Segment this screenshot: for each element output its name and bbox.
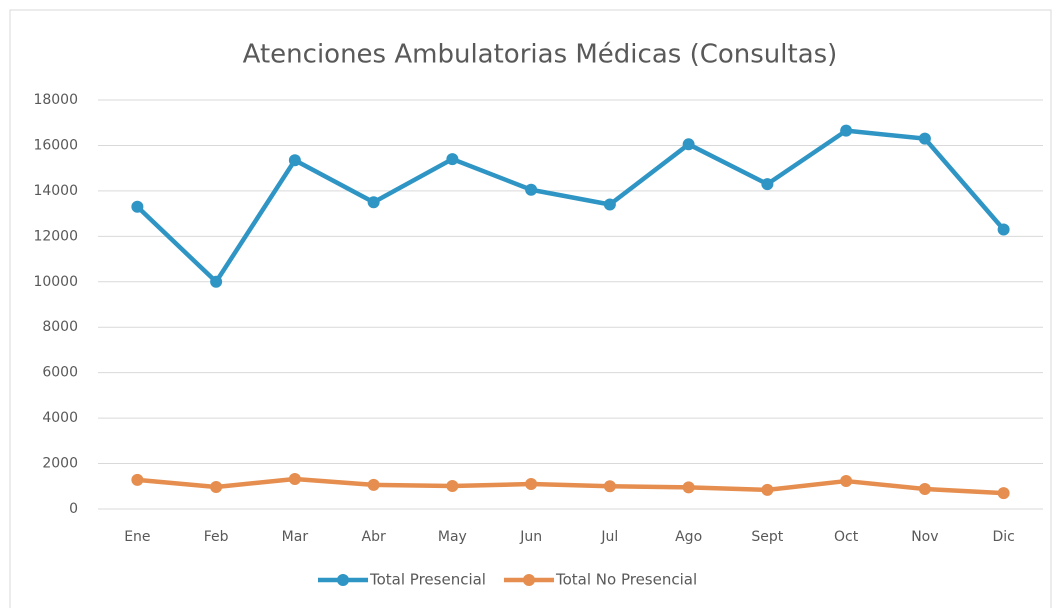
data-point (997, 223, 1010, 236)
data-point (682, 481, 695, 494)
data-point (367, 196, 380, 209)
legend-marker (337, 574, 349, 586)
x-tick-label: Oct (834, 529, 859, 545)
data-point (367, 478, 380, 491)
y-tick-label: 10000 (33, 274, 78, 290)
data-point (288, 473, 301, 486)
series-line (135, 128, 1006, 285)
data-point (918, 483, 931, 496)
chart-frame (9, 9, 1052, 608)
data-point (525, 478, 538, 491)
data-point (761, 483, 774, 496)
data-point (288, 154, 301, 167)
legend-label: Total No Presencial (555, 571, 697, 589)
data-point (210, 480, 223, 493)
legend-marker (522, 574, 535, 586)
data-point (603, 480, 616, 493)
y-tick-label: 8000 (42, 319, 78, 335)
data-point (761, 178, 774, 191)
data-point (997, 487, 1010, 500)
x-tick-label: Abr (362, 529, 386, 545)
data-point (446, 480, 459, 493)
data-point (682, 138, 695, 151)
data-point (446, 153, 459, 166)
x-tick-label: Ago (675, 529, 702, 545)
y-tick-label: 2000 (42, 456, 78, 472)
y-tick-label: 4000 (42, 410, 78, 426)
y-tick-label: 0 (69, 501, 78, 517)
y-tick-label: 16000 (33, 137, 78, 153)
series-line (137, 476, 1004, 496)
x-tick-label: Feb (204, 529, 229, 545)
x-tick-label: Jun (519, 529, 542, 545)
x-tick-label: Sept (751, 529, 783, 545)
data-point (131, 473, 144, 486)
x-tick-label: Mar (282, 529, 309, 545)
data-point (918, 132, 931, 145)
x-tick-label: Jul (600, 529, 618, 545)
x-tick-label: Nov (911, 529, 938, 545)
data-point (525, 183, 538, 196)
y-tick-label: 14000 (33, 183, 78, 199)
data-point (603, 198, 616, 211)
data-point (840, 124, 853, 137)
data-point (840, 475, 853, 488)
chart-title: Atenciones Ambulatorias Médicas (Consult… (243, 40, 838, 70)
x-tick-label: May (438, 529, 467, 545)
x-tick-label: Ene (124, 529, 150, 545)
legend-label: Total Presencial (369, 571, 486, 589)
y-tick-label: 18000 (33, 92, 78, 108)
x-tick-label: Dic (992, 529, 1014, 545)
data-point (210, 275, 223, 288)
y-tick-label: 12000 (33, 228, 78, 244)
data-point (131, 200, 144, 213)
y-tick-label: 6000 (42, 365, 78, 381)
